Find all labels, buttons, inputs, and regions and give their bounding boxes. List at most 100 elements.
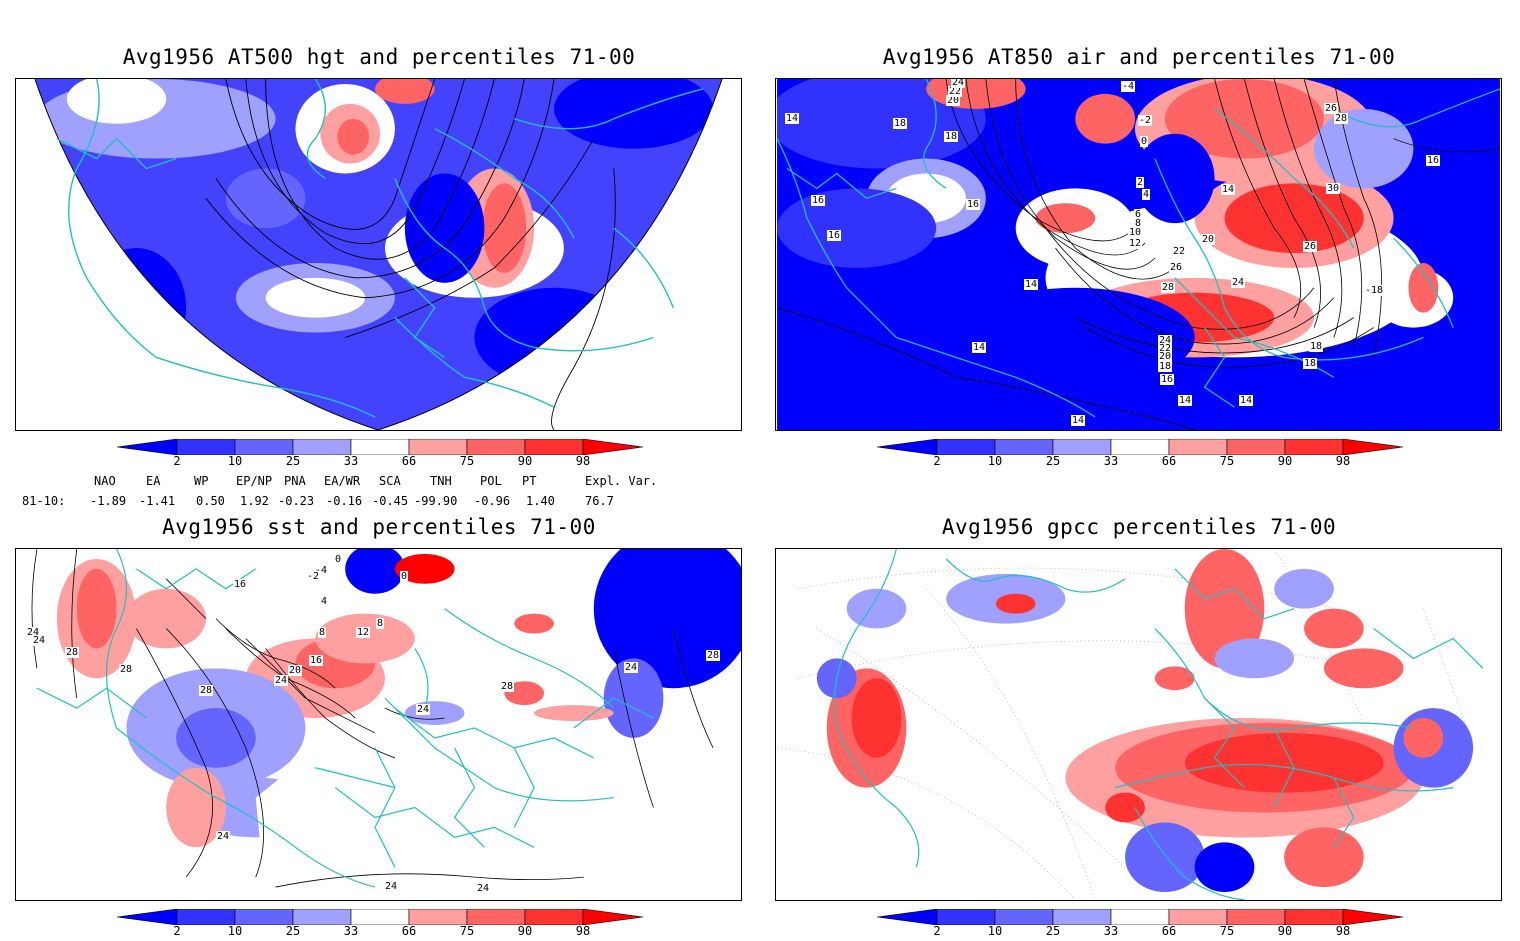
colorbar-tick: 75 bbox=[459, 924, 475, 938]
contour-label: 14 bbox=[1071, 415, 1086, 426]
colorbar-tick: 2 bbox=[173, 924, 181, 938]
index-header: TNH bbox=[430, 474, 452, 488]
map-panel-gpcc bbox=[775, 548, 1502, 901]
contour-label: 20 bbox=[288, 665, 303, 676]
contour-label: 18 bbox=[1158, 361, 1173, 372]
contour-label: 8 bbox=[318, 627, 327, 638]
contour-label: 14 bbox=[1239, 395, 1254, 406]
contour-label: 28 bbox=[119, 664, 134, 675]
index-header: NAO bbox=[94, 474, 116, 488]
teleconnection-indices-table: NAO EA WP EP/NP PNA EA/WR SCA TNH POL PT… bbox=[22, 474, 702, 514]
index-row-label: 81-10: bbox=[22, 494, 66, 508]
colorbar-swatches bbox=[117, 909, 644, 925]
index-value: 76.7 bbox=[585, 494, 614, 508]
contour-label: 0 bbox=[400, 571, 409, 582]
indices-header-row: NAO EA WP EP/NP PNA EA/WR SCA TNH POL PT… bbox=[22, 474, 702, 494]
contour-label: -2 bbox=[1138, 115, 1153, 126]
contour-label: 16 bbox=[966, 199, 981, 210]
colorbar-tick: 66 bbox=[1161, 924, 1177, 938]
index-header: POL bbox=[480, 474, 502, 488]
colorbar-tick: 66 bbox=[1161, 454, 1177, 468]
contour-label: 24 bbox=[216, 831, 231, 842]
contour-label: 26 bbox=[1303, 241, 1318, 252]
colorbar-tick: 25 bbox=[285, 454, 301, 468]
contour-label: 28 bbox=[199, 685, 214, 696]
index-value: 1.40 bbox=[526, 494, 555, 508]
contour-label: -4 bbox=[314, 565, 329, 576]
colorbar-hgt500: 2 10 25 33 66 75 90 98 bbox=[117, 439, 647, 471]
index-header: WP bbox=[194, 474, 209, 488]
contour-label: 4 bbox=[320, 596, 329, 607]
index-header: EA/WR bbox=[324, 474, 361, 488]
contour-label: 24 bbox=[416, 704, 431, 715]
coastlines bbox=[56, 79, 704, 418]
coastlines-and-borders bbox=[36, 549, 654, 888]
contour-label: 18 bbox=[944, 131, 959, 142]
colorbar-swatches bbox=[117, 439, 644, 455]
colorbar-tick: 2 bbox=[173, 454, 181, 468]
contour-label: 22 bbox=[948, 86, 963, 97]
colorbar-tick: 33 bbox=[343, 454, 359, 468]
index-value: -0.23 bbox=[278, 494, 315, 508]
contour-label: -2 bbox=[306, 571, 321, 582]
map-panel-air850: 14 18 18 20 22 24 -4 -2 0 26 2 8 16 16 16… bbox=[775, 78, 1502, 431]
colorbar-tick: 33 bbox=[343, 924, 359, 938]
contour-label: 16 bbox=[827, 230, 842, 241]
colorbar-swatches bbox=[877, 909, 1404, 925]
contour-label: 22 bbox=[1158, 343, 1173, 354]
coastlines bbox=[776, 79, 1501, 418]
colorbar-tick: 25 bbox=[285, 924, 301, 938]
colorbar-tick: 25 bbox=[1045, 454, 1061, 468]
index-value: -99.90 bbox=[414, 494, 458, 508]
index-value: -1.89 bbox=[90, 494, 127, 508]
coastlines-and-borders bbox=[833, 549, 1484, 900]
contour-label: 20 bbox=[946, 95, 961, 106]
index-value: -1.41 bbox=[139, 494, 176, 508]
contour-label: 20 bbox=[1158, 351, 1173, 362]
contour-label: 0 bbox=[1140, 136, 1149, 147]
map-hgt500 bbox=[34, 79, 723, 430]
contour-label: 14 bbox=[1024, 279, 1039, 290]
contour-label: 28 bbox=[65, 647, 80, 658]
colorbar-tick: 75 bbox=[459, 454, 475, 468]
contour-label: 26 bbox=[1324, 103, 1339, 114]
contour-label: 24 bbox=[1158, 335, 1173, 346]
map-panel-sst: 0 -4 -2 16 4 8 12 8 24 28 28 16 20 24 24… bbox=[15, 548, 742, 901]
precip-anomaly-fill bbox=[816, 549, 1474, 893]
colorbar-tick: 90 bbox=[517, 454, 533, 468]
map-sst bbox=[17, 549, 741, 900]
index-header: Expl. Var. bbox=[585, 474, 658, 488]
colorbar-sst: 2 10 25 33 66 75 90 98 bbox=[117, 909, 647, 941]
colorbar-tick: 2 bbox=[933, 454, 941, 468]
contour-label: 0 bbox=[334, 554, 343, 565]
map-gpcc bbox=[777, 549, 1500, 900]
index-value: 0.50 bbox=[196, 494, 225, 508]
colorbar-tick: 10 bbox=[227, 454, 243, 468]
index-value: -0.16 bbox=[326, 494, 363, 508]
colorbar-tick: 90 bbox=[1277, 924, 1293, 938]
contour-label: 30 bbox=[1326, 183, 1341, 194]
contour-label: 24 bbox=[624, 662, 639, 673]
index-header: EA bbox=[146, 474, 161, 488]
contour-label: -4 bbox=[1121, 81, 1136, 92]
colorbar-gpcc: 2 10 25 33 66 75 90 98 bbox=[877, 909, 1407, 941]
contour-label: 12 bbox=[1128, 238, 1143, 249]
contour-label: 26 bbox=[1169, 262, 1184, 273]
colorbar-tick: 98 bbox=[1335, 454, 1351, 468]
colorbar-tick: 98 bbox=[1335, 924, 1351, 938]
contour-label: 8 bbox=[1134, 218, 1143, 229]
contour-label: 12 bbox=[356, 627, 371, 638]
contour-label: 16 bbox=[1160, 374, 1175, 385]
contour-label: 14 bbox=[785, 113, 800, 124]
colorbar-tick: 90 bbox=[1277, 454, 1293, 468]
colorbar-tick: 75 bbox=[1219, 924, 1235, 938]
index-header: PT bbox=[522, 474, 537, 488]
contour-label: 2 bbox=[1136, 177, 1145, 188]
contour-label: 24 bbox=[26, 627, 41, 638]
index-value: 1.92 bbox=[240, 494, 269, 508]
contour-label: 24 bbox=[274, 675, 289, 686]
colorbar-air850: 2 10 25 33 66 75 90 98 bbox=[877, 439, 1407, 471]
contour-label: 24 bbox=[384, 881, 399, 892]
panel-title-air850: Avg1956 AT850 air and percentiles 71-00 bbox=[882, 45, 1396, 69]
index-value: -0.96 bbox=[474, 494, 511, 508]
